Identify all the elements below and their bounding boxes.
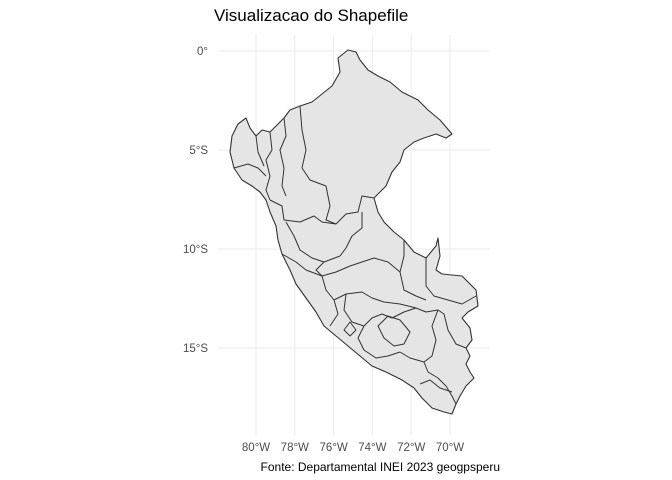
- y-tick-label: 10°S: [183, 244, 208, 256]
- x-tick-label: 76°W: [319, 442, 347, 454]
- x-tick-label: 72°W: [397, 442, 425, 454]
- x-tick-label: 78°W: [281, 442, 309, 454]
- department-borders: [233, 105, 477, 405]
- plot-caption: Fonte: Departamental INEI 2023 geogpsper…: [260, 460, 500, 474]
- y-tick-label: 15°S: [183, 343, 208, 355]
- x-tick-label: 74°W: [358, 442, 386, 454]
- peru-outline: [229, 49, 479, 415]
- y-tick-label: 5°S: [189, 145, 208, 157]
- x-tick-label: 80°W: [242, 442, 270, 454]
- x-axis: 80°W 78°W 76°W 74°W 72°W 70°W: [242, 442, 464, 454]
- y-tick-label: 0°: [197, 46, 208, 58]
- plot-title: Visualizacao do Shapefile: [214, 6, 409, 25]
- x-tick-label: 70°W: [436, 442, 464, 454]
- y-axis: 0° 5°S 10°S 15°S: [183, 46, 208, 355]
